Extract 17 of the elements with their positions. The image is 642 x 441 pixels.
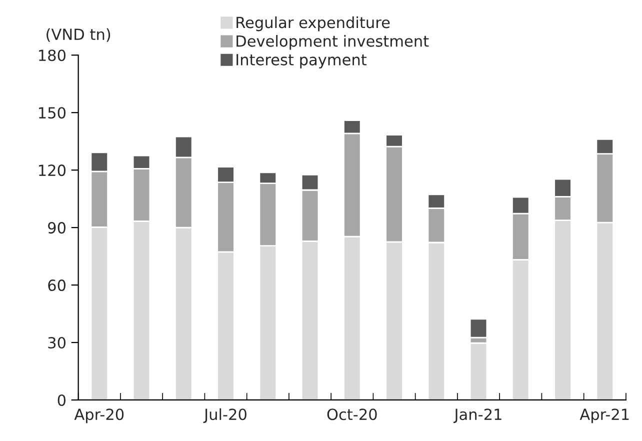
y-tick-label: 90: [48, 222, 66, 234]
y-tick-label: 60: [48, 280, 66, 292]
x-tick-label: Apr-20: [74, 408, 124, 424]
legend-label: Development investment: [236, 35, 429, 50]
x-tick-label: Jul-20: [203, 408, 246, 423]
y-tick-label: 120: [39, 164, 66, 176]
legend-label: Regular expenditure: [236, 16, 390, 32]
y-tick-label: 0: [58, 394, 66, 406]
x-tick-label: Jan-21: [453, 408, 502, 423]
bar: [469, 342, 488, 400]
y-tick-label: 180: [39, 50, 66, 62]
x-tick-label: Oct-20: [327, 408, 377, 420]
legend-label: Interest payment: [236, 54, 367, 68]
y-axis-title: (VND tn): [46, 28, 110, 42]
y-tick-label: 150: [39, 107, 66, 119]
x-tick-label: Apr-21: [580, 408, 629, 424]
y-tick-label: 30: [48, 336, 66, 349]
